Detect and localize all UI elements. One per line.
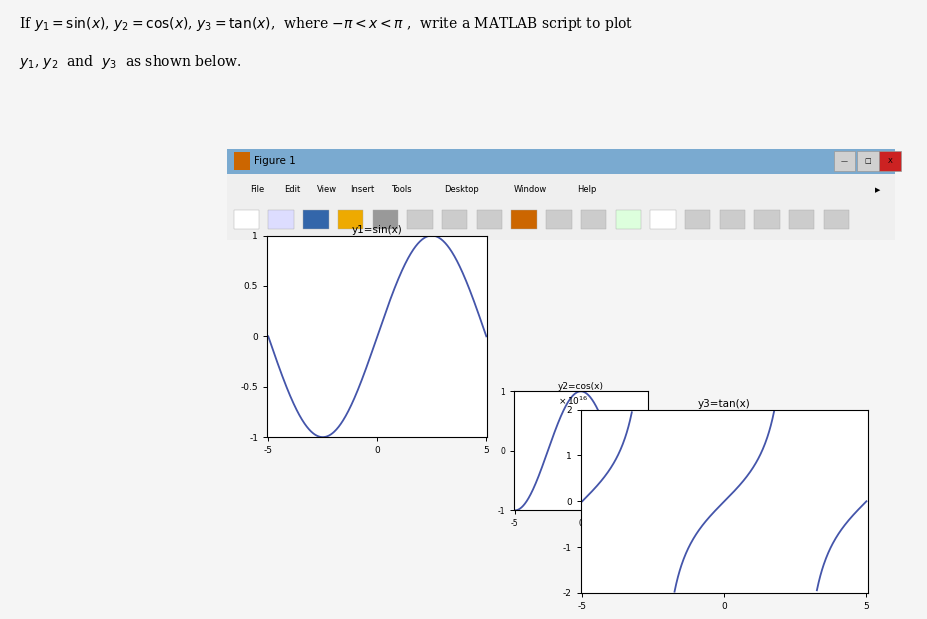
- Text: $\times\,10^{16}$: $\times\,10^{16}$: [558, 394, 588, 407]
- Bar: [857, 151, 879, 171]
- Text: File: File: [250, 185, 265, 194]
- Bar: [833, 151, 856, 171]
- Text: If $y_1 = \sin(x)$, $y_2 = \cos(x)$, $y_3 = \tan(x)$,  where $-\pi < x < \pi$ , : If $y_1 = \sin(x)$, $y_2 = \cos(x)$, $y_…: [19, 15, 633, 33]
- Bar: [512, 210, 537, 228]
- Text: Window: Window: [514, 185, 547, 194]
- Bar: [789, 210, 815, 228]
- Text: $y_1$, $y_2$  and  $y_3$  as shown below.: $y_1$, $y_2$ and $y_3$ as shown below.: [19, 53, 241, 71]
- Bar: [373, 210, 398, 228]
- Text: X: X: [887, 158, 893, 164]
- Text: ▶: ▶: [874, 187, 880, 193]
- Bar: [234, 210, 260, 228]
- Bar: [227, 206, 895, 240]
- Text: Help: Help: [578, 185, 597, 194]
- Text: Edit: Edit: [284, 185, 300, 194]
- Bar: [407, 210, 433, 228]
- Bar: [234, 152, 250, 170]
- Text: Figure 1: Figure 1: [254, 156, 296, 166]
- Title: y2=cos(x): y2=cos(x): [558, 381, 603, 391]
- Text: Tools: Tools: [390, 185, 412, 194]
- Text: View: View: [317, 185, 337, 194]
- Bar: [719, 210, 745, 228]
- Bar: [650, 210, 676, 228]
- Bar: [616, 210, 641, 228]
- Bar: [879, 151, 900, 171]
- Text: —: —: [841, 158, 848, 164]
- Bar: [227, 149, 895, 174]
- Bar: [546, 210, 572, 228]
- Title: y1=sin(x): y1=sin(x): [352, 225, 402, 235]
- Text: □: □: [865, 158, 871, 164]
- Bar: [303, 210, 328, 228]
- Bar: [581, 210, 606, 228]
- Bar: [442, 210, 467, 228]
- Bar: [269, 210, 294, 228]
- Bar: [338, 210, 363, 228]
- Bar: [227, 174, 895, 206]
- Title: y3=tan(x): y3=tan(x): [698, 399, 751, 409]
- Bar: [476, 210, 502, 228]
- Text: Desktop: Desktop: [444, 185, 478, 194]
- Bar: [685, 210, 710, 228]
- Bar: [755, 210, 780, 228]
- Text: Insert: Insert: [350, 185, 375, 194]
- Bar: [824, 210, 849, 228]
